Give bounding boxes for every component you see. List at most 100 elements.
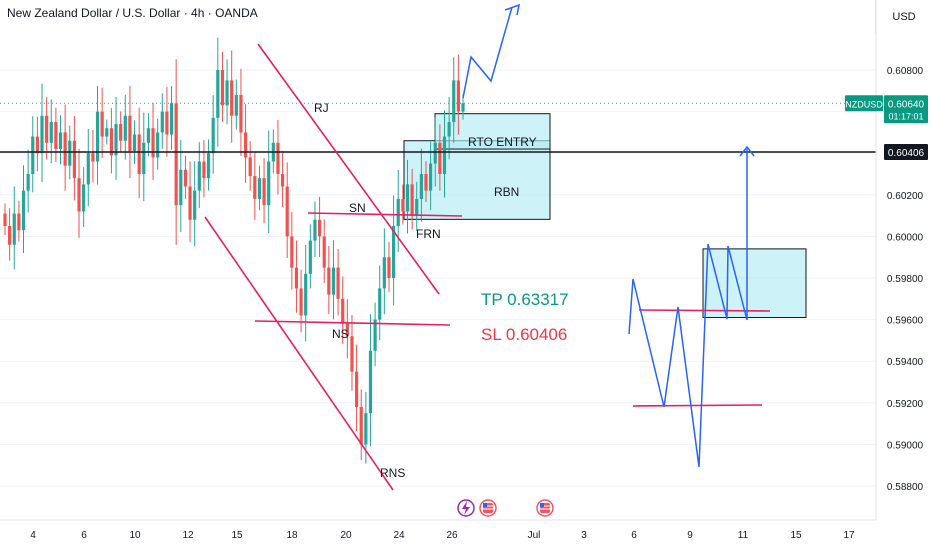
candle-body	[456, 80, 460, 112]
candle-body	[174, 103, 178, 206]
candle-body	[452, 80, 456, 122]
candle-body	[82, 184, 86, 212]
time-axis[interactable]: 4 6 10 12 15 18 20 24 26 Jul 3 6 9 11 15 17	[0, 519, 876, 541]
level-tag	[884, 143, 928, 160]
x-tick-label: 15	[231, 530, 243, 541]
candle-body	[248, 157, 252, 177]
y-tick-label: 0.58800	[887, 482, 924, 493]
y-tick-label: 0.59200	[887, 399, 924, 410]
y-tick-label: 0.60800	[887, 66, 924, 77]
candle-body	[405, 184, 410, 212]
candle-body	[54, 122, 58, 150]
x-tick-label: 9	[687, 530, 693, 541]
us-flag-icon-canton	[483, 503, 487, 507]
trend-line	[204, 216, 394, 491]
candle-body	[341, 298, 345, 324]
projection-path-right	[628, 243, 748, 468]
candle-body	[280, 174, 285, 187]
candle-body	[91, 153, 95, 162]
x-tick-label: 4	[30, 530, 36, 541]
candle-body	[276, 142, 280, 174]
candle-body	[26, 174, 30, 191]
candle-body	[31, 136, 35, 174]
x-tick-label: 15	[790, 530, 802, 541]
candle-body	[327, 267, 331, 295]
currency-label[interactable]: USD	[875, 0, 932, 34]
candle-body	[225, 80, 229, 106]
candle-body	[40, 115, 44, 154]
candle-body	[206, 153, 211, 179]
candle-body	[415, 198, 419, 216]
symbol-title: New Zealand Dollar / U.S. Dollar · 4h · …	[7, 6, 258, 20]
label-rns: RNS	[380, 466, 405, 480]
candle-body	[3, 213, 7, 226]
candle-body	[239, 94, 243, 133]
candle-body	[68, 140, 72, 166]
candle-body	[216, 70, 220, 118]
candle-body	[211, 117, 215, 154]
candle-body	[17, 213, 21, 231]
x-tick-label: 18	[286, 530, 298, 541]
candle-body	[438, 142, 442, 174]
candle-body	[442, 136, 447, 174]
y-tick-label: 0.59800	[887, 274, 924, 285]
label-rj: RJ	[314, 101, 329, 115]
projection-path-top	[462, 6, 513, 99]
candle-body	[72, 140, 76, 179]
projection-arrowhead-top	[504, 3, 520, 16]
candle-body	[169, 103, 174, 135]
candle-body	[100, 111, 104, 137]
candle-body	[202, 161, 206, 179]
target-box	[702, 248, 807, 319]
candle-body	[8, 226, 12, 245]
candle-body	[429, 163, 433, 191]
trend-line	[632, 404, 763, 407]
label-sn: SN	[349, 201, 366, 215]
x-tick-label: 12	[182, 530, 194, 541]
x-tick-label: 20	[340, 530, 352, 541]
candle-body	[188, 186, 192, 220]
us-flag-icon-2-canton	[540, 503, 544, 507]
x-tick-label: Jul	[528, 530, 541, 541]
candle-body	[396, 198, 400, 226]
label-rbn: RBN	[494, 185, 519, 199]
candle-body	[419, 174, 423, 199]
y-tick-label: 0.59400	[887, 357, 924, 368]
candle-body	[132, 134, 137, 152]
candle-body	[21, 190, 26, 231]
label-sl: SL 0.60406	[481, 325, 567, 344]
candle-body	[183, 169, 188, 187]
x-tick-label: 24	[393, 530, 405, 541]
candle-body	[35, 136, 39, 154]
candle-body	[142, 142, 146, 174]
candle-body	[193, 190, 197, 220]
x-tick-label: 26	[446, 530, 458, 541]
candle-body	[359, 406, 363, 445]
event-icons[interactable]	[457, 499, 554, 517]
candle-body	[230, 80, 234, 116]
candle-body	[137, 134, 141, 174]
candle-body	[382, 257, 386, 289]
candle-body	[294, 267, 299, 289]
candle-body	[290, 236, 294, 268]
candle-body	[77, 178, 81, 212]
x-tick-label: 6	[631, 530, 637, 541]
candle-body	[378, 288, 382, 320]
rbn-box	[403, 140, 551, 220]
x-tick-label: 10	[129, 530, 141, 541]
candle-body	[424, 174, 428, 191]
x-tick-label: 3	[581, 530, 587, 541]
trend-line	[307, 212, 463, 217]
candle-body	[63, 132, 67, 166]
candle-body	[461, 103, 465, 112]
candle-body	[146, 128, 151, 143]
label-ns: NS	[332, 327, 349, 341]
candle-body	[285, 186, 289, 237]
countdown-value: 01:17:01	[888, 111, 923, 121]
candle-body	[345, 323, 349, 337]
candle-body	[128, 115, 132, 152]
candle-body	[308, 240, 312, 274]
